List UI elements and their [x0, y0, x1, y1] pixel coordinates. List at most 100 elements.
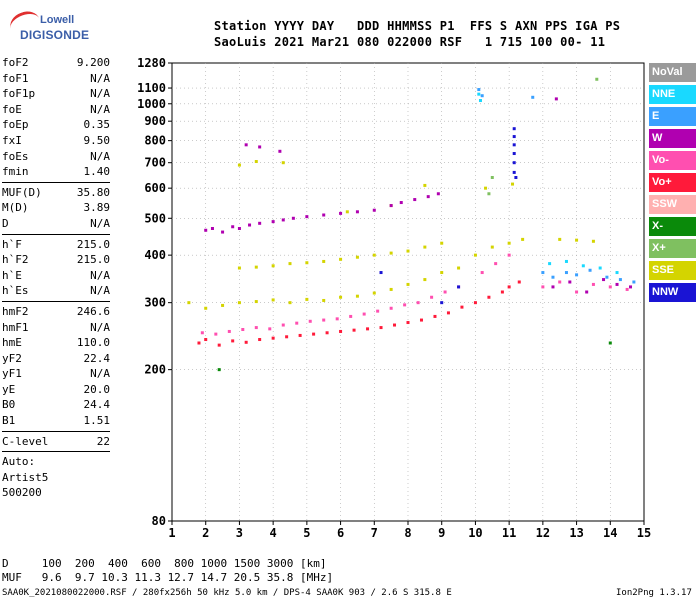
param-value: 20.0: [83, 382, 111, 396]
digisonde-logo: Lowell DIGISONDE: [6, 6, 89, 44]
data-point: [248, 223, 252, 227]
data-point: [480, 271, 484, 275]
param-value: 9.200: [76, 56, 110, 69]
y-tick-label: 900: [144, 114, 166, 128]
parameter-panel: foF2 9.200 foF1 N/A foF1p N/A foE N/A foEp 0.35 fx…: [2, 55, 110, 501]
data-point: [507, 241, 511, 245]
data-point: [281, 218, 285, 222]
data-point: [585, 290, 589, 294]
param-row-hes: h`Es N/A: [2, 283, 110, 299]
data-point: [608, 285, 612, 289]
data-point: [507, 253, 511, 257]
data-point: [512, 135, 516, 139]
data-point: [214, 332, 218, 336]
data-point: [490, 176, 494, 179]
data-point: [295, 321, 299, 325]
y-tick-label: 600: [144, 181, 166, 195]
param-label: fxI: [2, 133, 22, 147]
param-row-mufd: MUF(D) 35.80: [2, 185, 110, 201]
param-value: 9.50: [83, 133, 111, 147]
data-point: [632, 280, 636, 284]
data-point: [217, 343, 221, 347]
x-tick-label: 1: [168, 526, 175, 540]
data-point: [494, 262, 498, 266]
data-point: [521, 237, 525, 241]
param-separator: [2, 300, 110, 302]
data-point: [477, 88, 481, 92]
footer-version: Ion2Png 1.3.17: [616, 588, 692, 598]
param-row-fof1: foF1 N/A: [2, 71, 110, 87]
legend: NoVal NNE E W Vo- Vo+ SSW X- X+ SSE NNW: [649, 63, 696, 305]
param-label: yE: [2, 382, 16, 396]
data-point: [231, 225, 235, 229]
param-label: fmin: [2, 165, 29, 179]
data-point: [278, 149, 282, 153]
data-point: [288, 262, 292, 266]
data-point: [393, 323, 397, 327]
param-separator: [2, 451, 110, 453]
data-point: [473, 253, 477, 257]
data-point: [541, 271, 545, 275]
data-point: [575, 273, 579, 277]
data-point: [423, 183, 427, 187]
data-point: [564, 271, 568, 275]
data-point: [591, 239, 595, 243]
data-point: [298, 333, 302, 337]
data-point: [221, 303, 225, 307]
autoscale-line1: Auto:: [2, 455, 36, 469]
data-point: [241, 328, 245, 332]
footer-distance-row: D 100 200 400 600 800 1000 1500 3000 [km…: [2, 557, 327, 570]
param-value: 1.51: [83, 414, 111, 428]
data-point: [403, 303, 407, 307]
data-point: [430, 295, 434, 299]
y-tick-label: 500: [144, 211, 166, 225]
data-point: [440, 301, 444, 305]
data-point: [227, 329, 231, 333]
param-label: foEs: [2, 149, 29, 163]
legend-item-vo: Vo-: [649, 151, 696, 170]
param-value: 0.35: [83, 118, 111, 132]
y-tick-label: 300: [144, 296, 166, 310]
data-point: [258, 338, 262, 342]
param-row-hme: hmE 110.0: [2, 335, 110, 351]
param-row-he: h`E N/A: [2, 268, 110, 284]
data-point: [457, 285, 461, 289]
data-point: [426, 195, 430, 199]
x-tick-label: 14: [603, 526, 617, 540]
param-value: N/A: [90, 367, 110, 381]
param-label: M(D): [2, 201, 29, 215]
data-point: [558, 237, 562, 241]
data-point: [512, 127, 516, 131]
data-point: [322, 298, 326, 302]
data-point: [615, 271, 619, 275]
data-point: [487, 192, 491, 196]
data-point: [237, 163, 241, 167]
param-value: 24.4: [83, 398, 111, 412]
param-label: yF1: [2, 367, 22, 381]
legend-item-nnw: NNW: [649, 283, 696, 302]
data-point: [615, 282, 619, 286]
param-row-hmf1: hmF1 N/A: [2, 320, 110, 336]
data-point: [345, 210, 349, 214]
param-row-hmf2: hmF2 246.6: [2, 304, 110, 320]
data-point: [339, 295, 343, 299]
data-point: [399, 201, 403, 205]
data-point: [423, 245, 427, 249]
param-row-yf2: yF2 22.4: [2, 351, 110, 367]
data-point: [598, 266, 602, 270]
data-point: [281, 323, 285, 327]
param-value: N/A: [90, 102, 110, 116]
data-point: [548, 262, 552, 266]
footer-muf-row: MUF 9.6 9.7 10.3 11.3 12.7 14.7 20.5 35.…: [2, 571, 334, 584]
param-value: N/A: [90, 216, 110, 230]
param-row-fof2: foF2 9.200: [2, 55, 110, 71]
param-value: 246.6: [76, 304, 110, 318]
param-row-clevel: C-level 22: [2, 434, 110, 450]
y-tick-label: 700: [144, 156, 166, 170]
x-tick-label: 10: [468, 526, 482, 540]
data-point: [443, 290, 447, 294]
y-tick-label: 400: [144, 248, 166, 262]
data-point: [281, 161, 285, 165]
data-point: [244, 340, 248, 344]
